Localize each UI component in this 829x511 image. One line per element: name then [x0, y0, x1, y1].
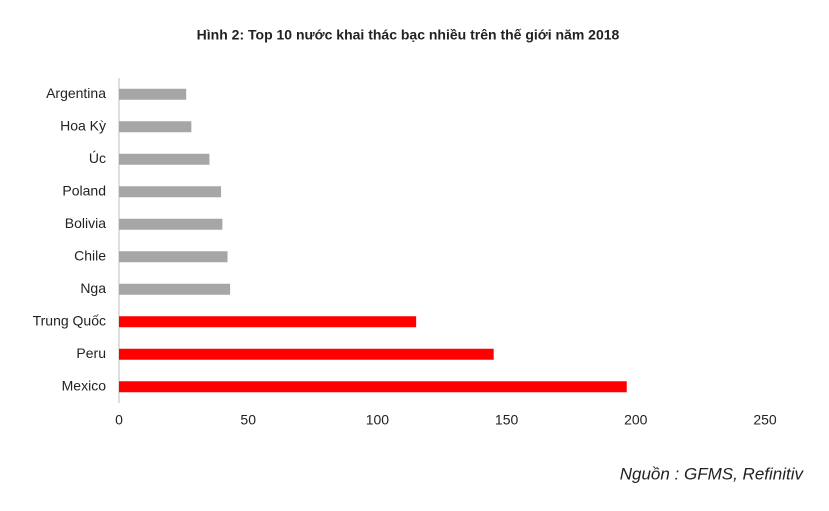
y-tick-label: Nga: [80, 280, 106, 296]
bar: [119, 153, 210, 165]
source-note: Nguồn : GFMS, Refinitiv: [620, 464, 805, 483]
y-tick-label: Poland: [62, 182, 106, 198]
y-tick-label: Úc: [89, 150, 106, 166]
y-tick-label: Argentina: [46, 85, 106, 101]
x-tick-label: 150: [495, 412, 519, 428]
bar: [119, 316, 417, 328]
chart-title: Hình 2: Top 10 nước khai thác bạc nhiều …: [197, 27, 620, 43]
x-tick-label: 250: [753, 412, 777, 428]
y-tick-label: Chile: [74, 247, 106, 263]
x-tick-label: 0: [115, 412, 123, 428]
y-tick-label: Bolivia: [65, 215, 106, 231]
bar: [119, 88, 187, 100]
y-tick-label: Mexico: [62, 377, 107, 393]
x-tick-label: 100: [366, 412, 390, 428]
bar: [119, 381, 627, 393]
x-tick-label: 200: [624, 412, 648, 428]
y-tick-label: Hoa Kỳ: [60, 117, 106, 133]
y-tick-label: Peru: [76, 345, 106, 361]
bar: [119, 283, 231, 295]
bar: [119, 251, 228, 263]
y-tick-label: Trung Quốc: [33, 312, 106, 328]
bar: [119, 186, 222, 198]
bar: [119, 218, 223, 230]
bar: [119, 121, 192, 133]
x-tick-label: 50: [240, 412, 256, 428]
bar: [119, 348, 494, 360]
